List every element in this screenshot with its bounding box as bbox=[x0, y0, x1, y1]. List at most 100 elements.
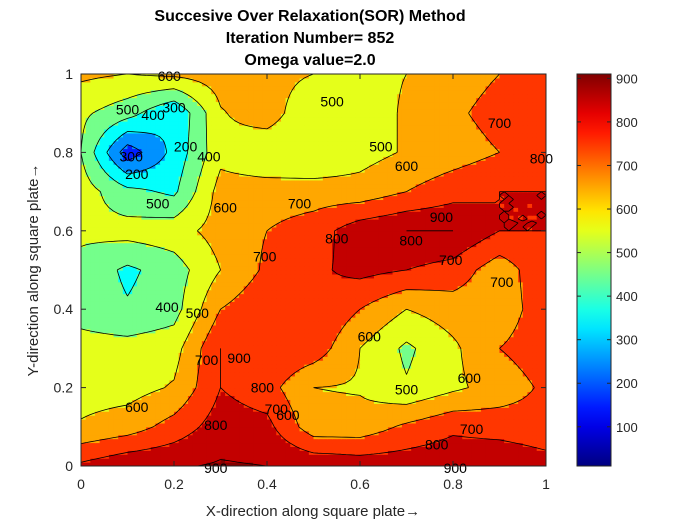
contour-cell bbox=[215, 352, 222, 357]
contour-cell bbox=[504, 426, 510, 432]
contour-cell bbox=[536, 387, 542, 393]
contour-cell bbox=[336, 277, 342, 283]
contour-cell bbox=[108, 270, 115, 275]
contour-cell bbox=[490, 446, 496, 451]
contour-cell bbox=[476, 379, 482, 385]
contour-cell bbox=[201, 411, 208, 416]
contour-cell bbox=[536, 379, 542, 385]
contour-cell bbox=[490, 270, 496, 275]
contour-cell bbox=[90, 442, 96, 447]
contour-cell bbox=[462, 391, 468, 397]
contour-cell bbox=[229, 313, 236, 318]
contour-cell bbox=[466, 371, 473, 377]
contour-cell bbox=[127, 320, 133, 326]
contour-cell bbox=[164, 430, 170, 436]
contour-cell bbox=[378, 371, 384, 377]
contour-cell bbox=[201, 336, 208, 342]
contour-cell bbox=[429, 348, 435, 353]
contour-cell bbox=[257, 383, 263, 389]
contour-cell bbox=[164, 317, 170, 322]
contour-cell bbox=[364, 364, 370, 369]
contour-cell bbox=[169, 328, 175, 334]
contour-cell bbox=[201, 289, 208, 295]
contour-cell bbox=[178, 446, 184, 451]
contour-cell bbox=[99, 368, 105, 373]
contour-cell bbox=[234, 371, 240, 377]
contour-cell bbox=[197, 462, 203, 466]
contour-cell bbox=[248, 383, 254, 389]
contour-cell bbox=[248, 446, 254, 451]
contour-cell bbox=[271, 305, 277, 310]
contour-cell bbox=[271, 368, 277, 373]
contour-cell bbox=[318, 450, 324, 455]
contour-cell bbox=[425, 356, 431, 361]
contour-cell bbox=[285, 383, 291, 389]
contour-cell bbox=[518, 356, 524, 361]
contour-cell bbox=[518, 309, 524, 314]
contour-cell bbox=[90, 383, 96, 389]
contour-cell bbox=[401, 324, 408, 330]
contour-cell bbox=[239, 313, 245, 318]
contour-cell bbox=[322, 273, 329, 279]
contour-cell bbox=[420, 340, 426, 346]
contour-cell bbox=[280, 305, 287, 310]
contour-cell bbox=[201, 352, 208, 357]
contour-cell bbox=[480, 458, 487, 463]
contour-cell bbox=[253, 270, 259, 275]
contour-cell bbox=[406, 324, 412, 330]
contour-cell bbox=[248, 285, 254, 291]
contour-cell bbox=[294, 332, 301, 338]
contour-cell bbox=[104, 332, 110, 338]
contour-cell bbox=[127, 324, 133, 330]
contour-cell bbox=[201, 422, 208, 428]
contour-cell bbox=[425, 383, 431, 389]
contour-cell bbox=[485, 371, 491, 377]
contour-cell bbox=[532, 277, 538, 283]
contour-cell bbox=[290, 426, 296, 432]
contour-cell bbox=[494, 418, 501, 424]
contour-cell bbox=[499, 309, 505, 314]
contour-cell bbox=[169, 399, 175, 404]
contour-cell bbox=[271, 277, 277, 283]
contour-cell bbox=[536, 289, 542, 295]
contour-cell bbox=[434, 368, 440, 373]
contour-cell bbox=[243, 411, 249, 416]
contour-cell bbox=[350, 403, 356, 408]
contour-cell bbox=[527, 281, 533, 287]
contour-cell bbox=[532, 356, 538, 361]
contour-cell bbox=[332, 352, 338, 357]
contour-cell bbox=[294, 442, 301, 447]
contour-cell bbox=[192, 340, 198, 346]
contour-cell bbox=[415, 301, 422, 306]
contour-cell bbox=[527, 328, 533, 334]
contour-cell bbox=[141, 418, 147, 424]
contour-cell bbox=[471, 289, 477, 295]
contour-cell bbox=[201, 309, 208, 314]
contour-cell bbox=[90, 399, 96, 404]
contour-cell bbox=[280, 297, 287, 302]
contour-cell bbox=[518, 320, 524, 326]
contour-cell bbox=[206, 415, 212, 420]
contour-cell bbox=[439, 364, 445, 369]
contour-cell bbox=[206, 336, 212, 342]
contour-cell bbox=[355, 324, 361, 330]
contour-cell bbox=[513, 454, 519, 459]
contour-cell bbox=[392, 438, 398, 444]
contour-cell bbox=[160, 281, 166, 287]
contour-cell bbox=[513, 348, 519, 353]
contour-cell bbox=[271, 371, 277, 377]
contour-cell bbox=[122, 387, 129, 393]
contour-cell bbox=[518, 293, 524, 299]
contour-cell bbox=[518, 403, 524, 408]
contour-cell bbox=[318, 273, 324, 279]
contour-cell bbox=[364, 297, 370, 302]
contour-cell bbox=[453, 293, 459, 299]
contour-cell bbox=[99, 379, 105, 385]
contour-cell bbox=[350, 368, 356, 373]
contour-cell bbox=[518, 375, 524, 381]
contour-cell bbox=[508, 442, 515, 447]
contour-cell bbox=[327, 395, 333, 400]
contour-cell bbox=[378, 324, 384, 330]
contour-cell bbox=[206, 458, 212, 463]
contour-cell bbox=[257, 332, 263, 338]
